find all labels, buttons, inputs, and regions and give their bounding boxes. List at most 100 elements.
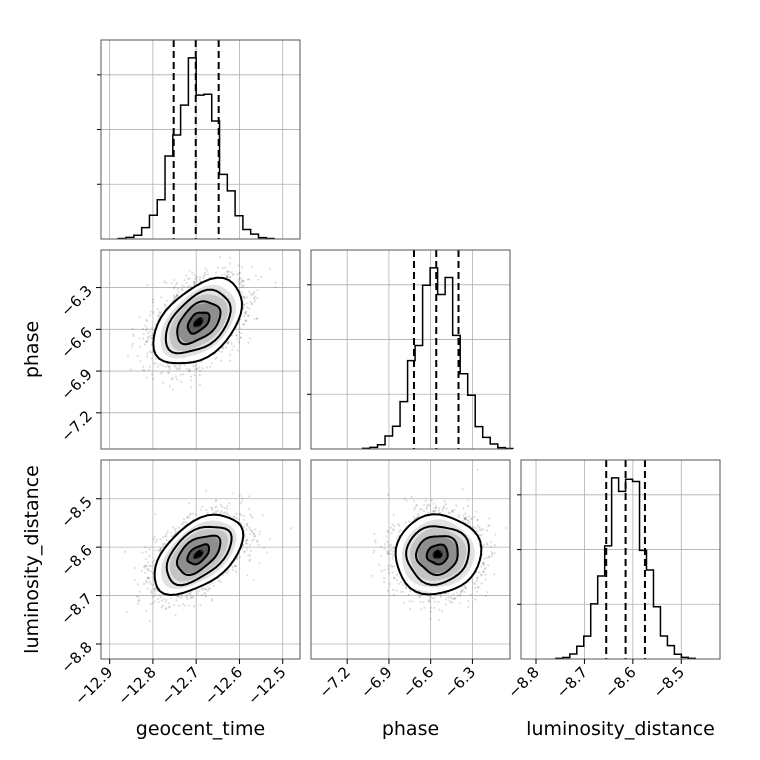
sample-point xyxy=(253,297,256,300)
sample-point xyxy=(151,333,154,336)
sample-point xyxy=(250,529,253,532)
sample-point xyxy=(229,276,232,279)
sample-point xyxy=(160,606,163,609)
sample-point xyxy=(249,549,252,553)
sample-point xyxy=(244,320,247,323)
sample-point xyxy=(243,295,246,299)
sample-point xyxy=(248,544,251,547)
sample-point xyxy=(191,512,195,515)
sample-point xyxy=(226,273,229,276)
sample-point xyxy=(253,291,256,294)
sample-point xyxy=(226,505,229,508)
sample-point xyxy=(142,365,145,368)
sample-point xyxy=(241,266,244,269)
sample-point xyxy=(146,352,149,355)
sample-point xyxy=(144,571,147,575)
sample-point xyxy=(145,376,148,379)
sample-point xyxy=(184,595,188,598)
sample-point xyxy=(148,577,151,580)
sample-point xyxy=(169,531,173,534)
sample-point xyxy=(133,578,136,581)
sample-point xyxy=(221,273,224,276)
sample-point xyxy=(195,367,199,371)
sample-point xyxy=(200,360,203,363)
sample-point xyxy=(233,515,236,518)
sample-point xyxy=(136,354,139,358)
sample-point xyxy=(168,605,171,608)
sample-point xyxy=(165,281,168,285)
sample-point xyxy=(159,311,163,314)
sample-point xyxy=(136,583,139,586)
sample-point xyxy=(253,300,256,303)
sample-point xyxy=(230,271,233,274)
density-frame xyxy=(100,249,301,450)
sample-point xyxy=(241,291,244,294)
sample-point xyxy=(226,507,229,510)
sample-point xyxy=(133,334,136,338)
sample-point xyxy=(190,386,193,389)
sample-point xyxy=(142,582,146,586)
sample-point xyxy=(186,277,189,280)
sample-point xyxy=(195,277,198,280)
sample-point xyxy=(174,375,178,378)
sample-point xyxy=(176,368,179,371)
sample-point xyxy=(253,534,257,538)
sample-point xyxy=(223,273,226,276)
sample-point xyxy=(180,287,184,291)
sample-point xyxy=(249,293,252,296)
contour-level-3 xyxy=(186,311,211,335)
sample-point xyxy=(274,286,277,289)
sample-point xyxy=(243,303,246,306)
sample-point xyxy=(175,294,178,297)
sample-point xyxy=(168,366,171,369)
sample-point xyxy=(187,286,190,289)
sample-point xyxy=(146,577,149,580)
sample-point xyxy=(167,371,170,374)
sample-point xyxy=(205,489,208,492)
sample-point xyxy=(231,492,234,495)
sample-point xyxy=(160,546,163,550)
sample-point xyxy=(262,546,266,549)
sample-point xyxy=(237,280,240,283)
sample-point xyxy=(145,318,148,321)
sample-point xyxy=(188,369,191,373)
sample-point xyxy=(178,604,181,608)
sample-point xyxy=(175,599,178,602)
sample-point xyxy=(198,373,201,377)
sample-point xyxy=(173,364,176,367)
sample-point xyxy=(242,280,245,283)
sample-point xyxy=(248,495,251,498)
sample-point xyxy=(246,524,249,527)
sample-point xyxy=(252,292,255,295)
sample-point xyxy=(181,603,184,606)
histogram-geocent_time xyxy=(97,39,301,240)
sample-point xyxy=(187,369,191,373)
sample-point xyxy=(149,582,152,585)
sample-point xyxy=(148,564,151,567)
sample-point xyxy=(154,540,157,544)
sample-point xyxy=(194,368,197,371)
sample-point xyxy=(146,340,149,343)
sample-point xyxy=(205,366,208,369)
sample-point xyxy=(196,592,199,595)
histogram-luminosity_distance xyxy=(520,459,721,660)
sample-point xyxy=(253,295,256,298)
sample-point xyxy=(261,514,264,517)
sample-point xyxy=(131,342,135,346)
sample-point xyxy=(225,276,228,279)
sample-point xyxy=(150,564,153,568)
sample-point xyxy=(235,334,239,337)
sample-point xyxy=(143,566,146,569)
sample-point xyxy=(189,375,193,378)
sample-point xyxy=(207,588,211,591)
sample-point xyxy=(165,598,168,601)
sample-point xyxy=(179,597,182,600)
sample-point xyxy=(158,363,162,366)
density-peak xyxy=(193,317,203,327)
sample-point xyxy=(157,314,160,317)
density-panel-content xyxy=(124,489,293,623)
sample-point xyxy=(204,271,207,274)
sample-point xyxy=(219,580,222,583)
sample-point xyxy=(148,581,151,584)
sample-point xyxy=(250,302,253,306)
